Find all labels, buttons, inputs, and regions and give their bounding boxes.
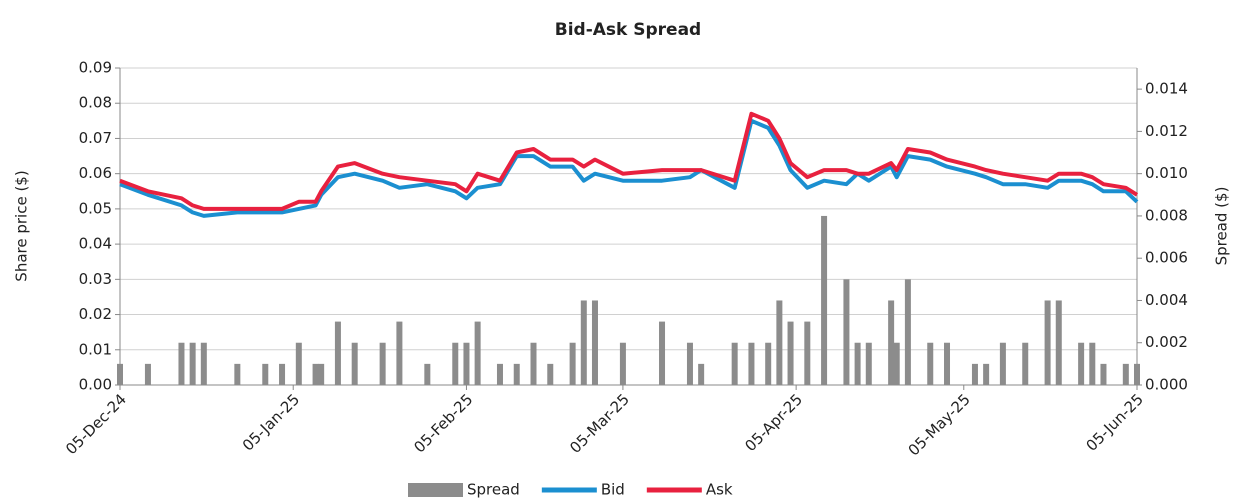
bar bbox=[944, 342, 951, 385]
legend-label: Spread bbox=[467, 481, 520, 499]
bar bbox=[189, 342, 196, 385]
bar bbox=[659, 321, 666, 385]
x-tick-label: 05-Jun-25 bbox=[1082, 390, 1147, 455]
bar bbox=[312, 363, 319, 385]
bar bbox=[513, 363, 520, 385]
bar bbox=[843, 279, 850, 385]
bar bbox=[379, 342, 386, 385]
y-tick-label: 0.07 bbox=[79, 129, 112, 147]
bar bbox=[295, 342, 302, 385]
y2-tick-label: 0.002 bbox=[1145, 333, 1188, 351]
y-tick-label: 0.01 bbox=[79, 340, 112, 358]
bar bbox=[580, 300, 587, 385]
bar bbox=[318, 363, 325, 385]
y2-tick-label: 0.012 bbox=[1145, 122, 1188, 140]
bar bbox=[927, 342, 934, 385]
y-tick-label: 0.09 bbox=[79, 59, 112, 77]
y-tick-label: 0.05 bbox=[79, 199, 112, 217]
legend-label: Bid bbox=[601, 481, 625, 499]
bar bbox=[463, 342, 470, 385]
bar bbox=[396, 321, 403, 385]
bar bbox=[496, 363, 503, 385]
bar bbox=[854, 342, 861, 385]
bar bbox=[1134, 363, 1140, 385]
bar bbox=[1122, 363, 1129, 385]
bar bbox=[334, 321, 341, 385]
bar bbox=[144, 363, 151, 385]
bar bbox=[262, 363, 269, 385]
bar bbox=[1100, 363, 1107, 385]
x-tick-label: 05-Apr-25 bbox=[741, 390, 806, 455]
bar bbox=[983, 363, 990, 385]
bar bbox=[117, 363, 123, 385]
bar bbox=[474, 321, 481, 385]
bar bbox=[234, 363, 241, 385]
bar bbox=[178, 342, 185, 385]
bar bbox=[200, 342, 207, 385]
bar bbox=[971, 363, 978, 385]
bar bbox=[619, 342, 626, 385]
y2-tick-label: 0.008 bbox=[1145, 206, 1188, 224]
legend-swatch bbox=[408, 483, 463, 497]
bar bbox=[765, 342, 772, 385]
bar bbox=[698, 363, 705, 385]
x-tick-label: 05-Dec-24 bbox=[62, 390, 130, 458]
line-bid bbox=[119, 118, 1139, 218]
bar bbox=[686, 342, 693, 385]
y2-tick-label: 0.006 bbox=[1145, 249, 1188, 267]
bar bbox=[804, 321, 811, 385]
bar bbox=[865, 342, 872, 385]
bar bbox=[569, 342, 576, 385]
y2-axis-label: Spread ($) bbox=[1213, 187, 1231, 266]
bar bbox=[1022, 342, 1029, 385]
bar bbox=[776, 300, 783, 385]
bar bbox=[999, 342, 1006, 385]
bar bbox=[530, 342, 537, 385]
bar bbox=[1055, 300, 1062, 385]
x-tick-label: 05-May-25 bbox=[905, 390, 974, 459]
bar bbox=[821, 215, 828, 385]
bar bbox=[452, 342, 459, 385]
y-tick-label: 0.00 bbox=[79, 376, 112, 394]
bar bbox=[1089, 342, 1096, 385]
x-tick-label: 05-Mar-25 bbox=[566, 390, 633, 457]
bar bbox=[787, 321, 794, 385]
bar bbox=[591, 300, 598, 385]
bar bbox=[424, 363, 431, 385]
bar bbox=[351, 342, 358, 385]
bar bbox=[904, 279, 911, 385]
bar bbox=[893, 342, 900, 385]
y-tick-label: 0.06 bbox=[79, 164, 112, 182]
y-tick-label: 0.04 bbox=[79, 235, 112, 253]
bar bbox=[888, 300, 895, 385]
y-axis-label: Share price ($) bbox=[13, 170, 31, 281]
bar bbox=[731, 342, 738, 385]
y2-tick-label: 0.010 bbox=[1145, 164, 1188, 182]
bar bbox=[547, 363, 554, 385]
x-tick-label: 05-Feb-25 bbox=[410, 390, 476, 456]
legend-label: Ask bbox=[706, 481, 733, 499]
y-tick-label: 0.03 bbox=[79, 270, 112, 288]
bar bbox=[1044, 300, 1051, 385]
bar bbox=[748, 342, 755, 385]
y2-tick-label: 0.004 bbox=[1145, 291, 1188, 309]
chart-title: Bid-Ask Spread bbox=[555, 20, 701, 40]
bar bbox=[279, 363, 286, 385]
y-tick-label: 0.02 bbox=[79, 305, 112, 323]
bar bbox=[1078, 342, 1085, 385]
line-ask bbox=[119, 111, 1139, 211]
y2-tick-label: 0.014 bbox=[1145, 80, 1188, 98]
y2-tick-label: 0.000 bbox=[1145, 376, 1188, 394]
x-tick-label: 05-Jan-25 bbox=[239, 390, 303, 454]
y-tick-label: 0.08 bbox=[79, 94, 112, 112]
